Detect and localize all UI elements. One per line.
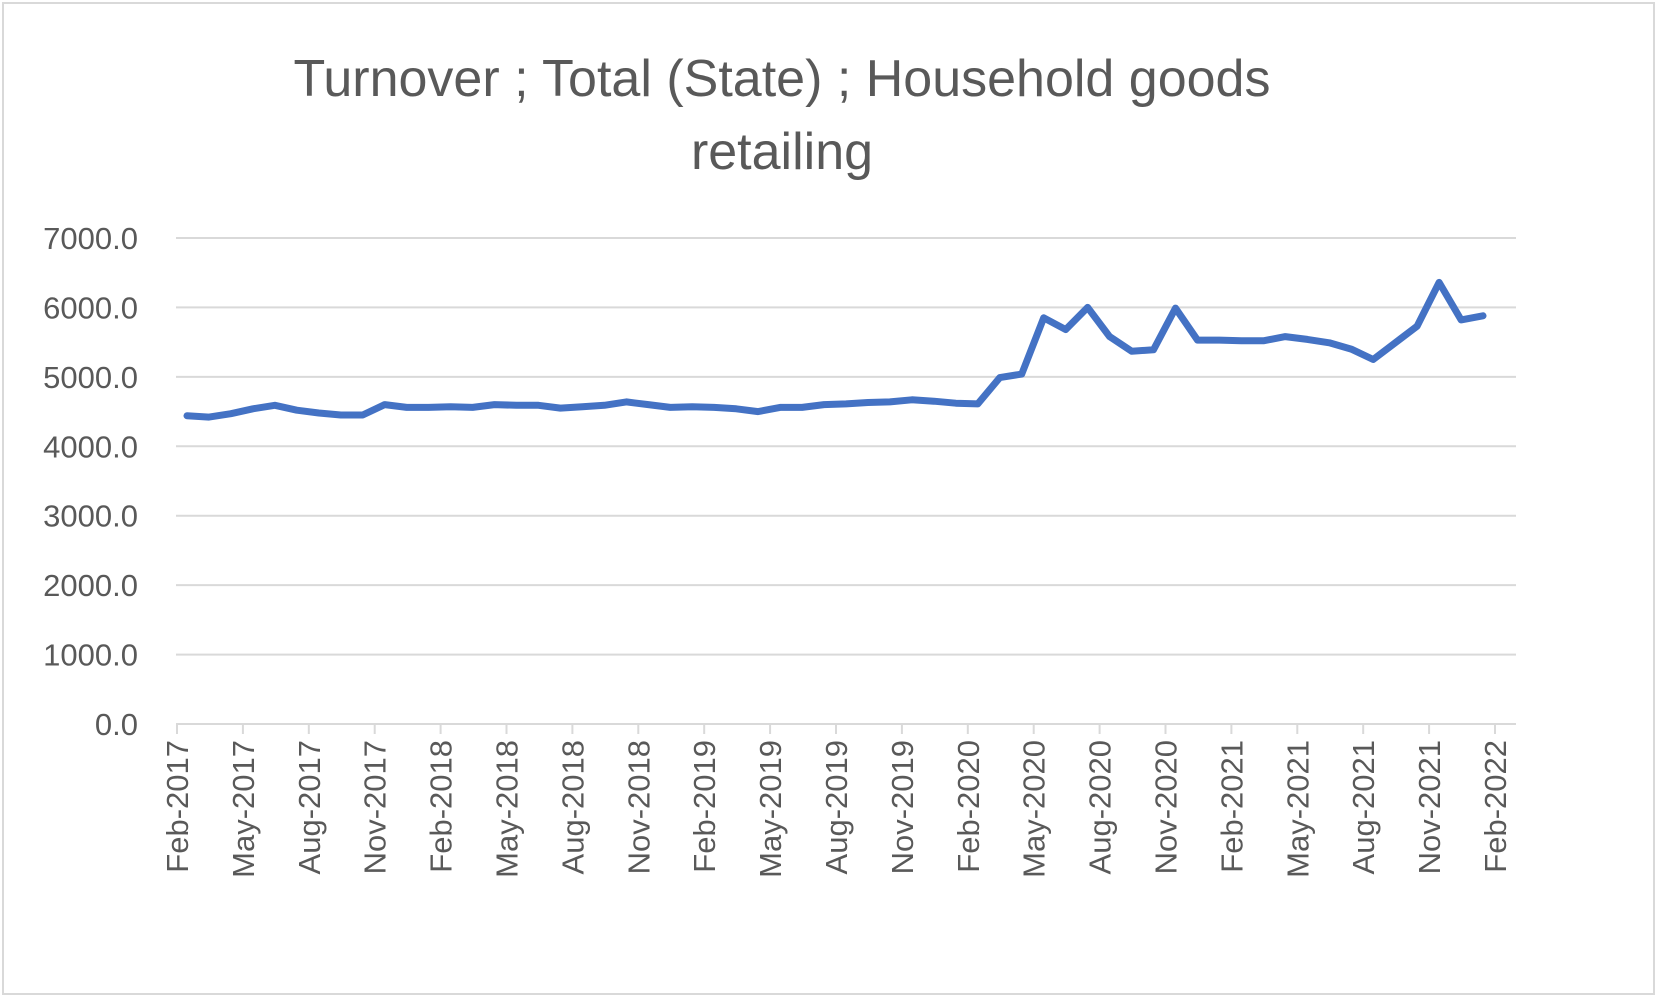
x-tick-label: Feb-2017 [160, 740, 195, 873]
x-tick-label: May-2021 [1280, 740, 1315, 878]
x-tick-label: Nov-2017 [358, 740, 393, 874]
y-tick-label: 6000.0 [43, 290, 138, 325]
x-tick-label: May-2017 [226, 740, 261, 878]
y-tick-label: 3000.0 [43, 499, 138, 534]
x-tick-label: Feb-2019 [687, 740, 722, 873]
x-tick-label: Aug-2020 [1083, 740, 1118, 874]
x-tick-label: May-2018 [490, 740, 525, 878]
chart-title-line-1: Turnover ; Total (State) ; Household goo… [294, 50, 1271, 108]
y-tick-label: 5000.0 [43, 360, 138, 395]
y-tick-label: 4000.0 [43, 429, 138, 464]
y-tick-label: 7000.0 [43, 221, 138, 256]
x-tick-label: Aug-2021 [1346, 740, 1381, 874]
y-axis-tick-labels: 0.0 1000.0 2000.0 3000.0 4000.0 5000.0 6000.0 7… [43, 221, 138, 742]
gridlines [176, 237, 1516, 725]
series-line [183, 278, 1487, 421]
x-tick-label: Aug-2019 [819, 740, 854, 874]
chart-title-line-2: retailing [691, 123, 873, 181]
y-tick-label: 1000.0 [43, 638, 138, 673]
x-tick-label: Feb-2022 [1478, 740, 1513, 873]
x-tick-label: Feb-2021 [1214, 740, 1249, 873]
line-chart: Turnover ; Total (State) ; Household goo… [43, 50, 1516, 878]
x-tick-label: May-2020 [1017, 740, 1052, 878]
x-tick-label: Aug-2018 [555, 740, 590, 874]
y-tick-label: 0.0 [95, 707, 138, 742]
x-tick-label: Nov-2018 [621, 740, 656, 874]
x-tick-label: Nov-2021 [1412, 740, 1447, 874]
x-tick-label: May-2019 [753, 740, 788, 878]
series-group [183, 278, 1487, 421]
x-tick-label: Aug-2017 [292, 740, 327, 874]
x-tick-label: Nov-2019 [885, 740, 920, 874]
x-axis-ticks: Feb-2017 May-2017 Aug-2017 Nov-2017 Feb-2018… [160, 724, 1513, 878]
x-tick-label: Nov-2020 [1149, 740, 1184, 874]
x-tick-label: Feb-2020 [951, 740, 986, 873]
x-tick-label: Feb-2018 [424, 740, 459, 873]
y-tick-label: 2000.0 [43, 568, 138, 603]
